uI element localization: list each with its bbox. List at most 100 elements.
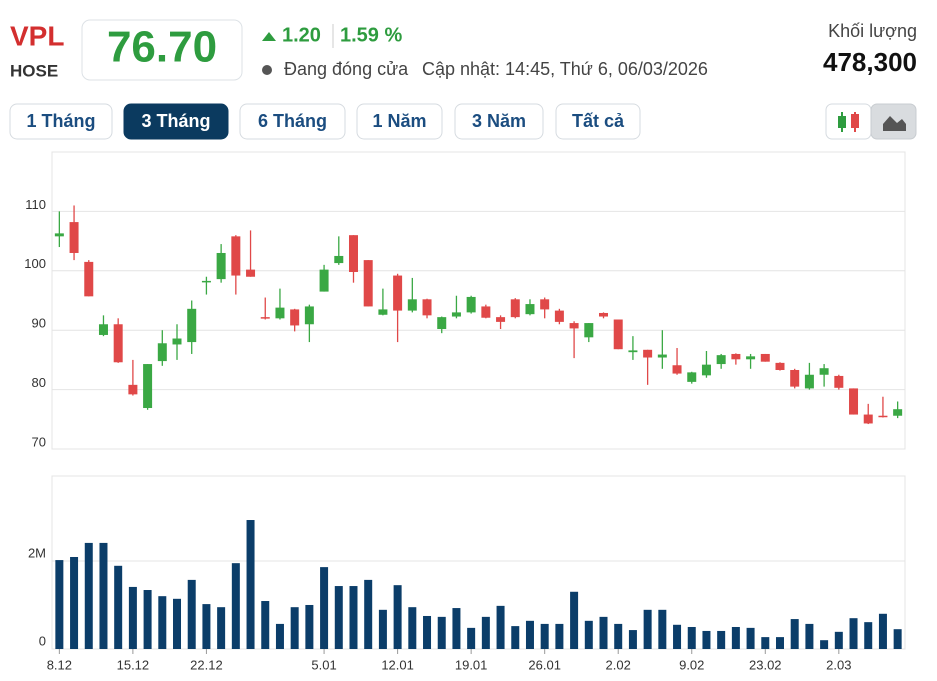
candle-button[interactable] <box>825 103 872 140</box>
volume-bar <box>408 607 417 649</box>
y-tick-label: 80 <box>32 375 46 390</box>
volume-bar <box>187 579 196 649</box>
volume-bar <box>820 640 829 649</box>
candle-body <box>834 375 844 388</box>
candle-body <box>378 309 388 315</box>
button-label[interactable]: 6 Tháng <box>258 111 327 131</box>
y-tick-label: 0 <box>39 633 46 648</box>
candle-body <box>422 299 432 316</box>
candle-body <box>143 364 153 409</box>
x-tick-label: 9.02 <box>679 657 704 672</box>
volume-bar <box>378 609 387 649</box>
candle-body <box>128 384 138 395</box>
x-tick-label: 2.02 <box>606 657 631 672</box>
candle-body <box>628 350 638 353</box>
button-label[interactable]: 3 Tháng <box>141 111 210 131</box>
range-button[interactable]: 1 Tháng <box>9 103 113 140</box>
candle-body <box>84 261 94 297</box>
button-bg[interactable] <box>356 103 443 140</box>
range-button[interactable]: 3 Tháng <box>123 103 229 140</box>
volume-bar <box>481 616 490 649</box>
range-button[interactable]: 6 Tháng <box>239 103 346 140</box>
volume-bar <box>217 607 226 649</box>
area-toggle[interactable] <box>870 103 917 140</box>
button-label[interactable]: Tất cả <box>572 111 625 131</box>
candle-body <box>760 353 770 362</box>
volume-bar <box>525 620 534 649</box>
candle-body <box>348 235 358 272</box>
candle-body <box>731 353 741 360</box>
x-tick-label: 12.01 <box>381 657 414 672</box>
volume-bar <box>717 630 726 649</box>
volume-bar <box>349 586 358 649</box>
candle-body <box>98 324 108 335</box>
button-label[interactable]: 1 Năm <box>372 111 426 131</box>
volume-bar <box>790 619 799 649</box>
volume-bar <box>334 586 343 649</box>
candle-body <box>643 349 653 358</box>
button-bg[interactable] <box>123 103 229 140</box>
x-tick-label: 19.01 <box>455 657 488 672</box>
candle-body <box>819 368 829 375</box>
change: 1.20 <box>282 24 321 46</box>
candle-body <box>231 236 241 276</box>
volume-bar <box>761 637 770 649</box>
volume-bar <box>393 585 402 649</box>
candle-toggle[interactable] <box>825 103 872 140</box>
icon <box>838 116 846 128</box>
volume-bar <box>202 604 211 649</box>
volume-bar <box>658 609 667 649</box>
volume-bar <box>290 607 299 649</box>
icon <box>851 114 859 128</box>
candle-body <box>510 299 520 318</box>
volume-bar <box>673 624 682 649</box>
range-button[interactable]: 3 Năm <box>454 103 544 140</box>
candle-body <box>569 323 579 329</box>
candle-body <box>584 323 594 338</box>
volume: 478,300 <box>823 47 917 77</box>
candle-body <box>496 317 506 322</box>
x-tick-label: 15.12 <box>117 657 150 672</box>
y-tick-label: 90 <box>32 316 46 331</box>
range-button[interactable]: 1 Năm <box>356 103 443 140</box>
volume-bar <box>687 626 696 649</box>
candle-body <box>407 299 417 311</box>
icon <box>883 116 906 131</box>
candle-body <box>216 252 226 280</box>
y-tick-label: 100 <box>24 256 46 271</box>
volume-bar <box>70 556 79 649</box>
button-label[interactable]: 3 Năm <box>472 111 526 131</box>
candle-body <box>54 233 64 237</box>
status: Đang đóng cửa <box>284 59 409 79</box>
candle-body <box>878 415 888 418</box>
candle-body <box>790 369 800 387</box>
volume-bar <box>893 629 902 649</box>
candle-body <box>687 372 697 382</box>
volume-bar <box>261 601 270 649</box>
candle-body <box>69 222 79 253</box>
button-bg[interactable] <box>555 103 641 140</box>
candle-body <box>540 299 550 310</box>
button-bg[interactable] <box>239 103 346 140</box>
candle-body <box>599 312 609 317</box>
volume-bar <box>702 630 711 649</box>
x-tick-label: 5.01 <box>311 657 336 672</box>
button-bg[interactable] <box>9 103 113 140</box>
volume-bar <box>128 586 137 649</box>
volume-bar <box>452 608 461 649</box>
candle-body <box>657 354 667 358</box>
candle-body <box>672 365 682 374</box>
candle-body <box>804 374 814 389</box>
candle-body <box>613 319 623 350</box>
volume-bar <box>231 563 240 649</box>
volume-bar <box>364 579 373 649</box>
candle-body <box>525 304 535 315</box>
button-label[interactable]: 1 Tháng <box>26 111 95 131</box>
candle-body <box>716 355 726 365</box>
volume-bar <box>643 609 652 649</box>
candle-body <box>246 269 256 277</box>
candle-body <box>187 308 197 343</box>
range-button[interactable]: Tất cả <box>555 103 641 140</box>
button-bg[interactable] <box>454 103 544 140</box>
volume-bar <box>158 596 167 649</box>
